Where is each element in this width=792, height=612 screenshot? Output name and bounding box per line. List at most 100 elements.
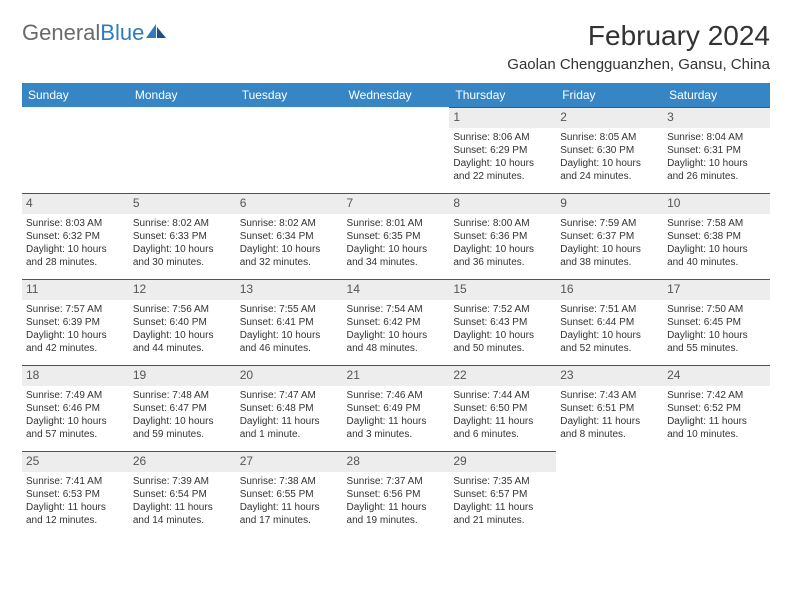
daylight-text: Daylight: 11 hours and 1 minute.	[240, 415, 339, 441]
sunset-text: Sunset: 6:30 PM	[560, 144, 659, 157]
day-number: 16	[556, 279, 663, 300]
sunset-text: Sunset: 6:55 PM	[240, 488, 339, 501]
daylight-text: Daylight: 11 hours and 10 minutes.	[667, 415, 766, 441]
day-number: 18	[22, 365, 129, 386]
day-cell: 23Sunrise: 7:43 AMSunset: 6:51 PMDayligh…	[556, 365, 663, 451]
daylight-text: Daylight: 10 hours and 36 minutes.	[453, 243, 552, 269]
daylight-text: Daylight: 10 hours and 22 minutes.	[453, 157, 552, 183]
day-number: 9	[556, 193, 663, 214]
day-header: Thursday	[449, 83, 556, 107]
sunset-text: Sunset: 6:32 PM	[26, 230, 125, 243]
daylight-text: Daylight: 11 hours and 3 minutes.	[347, 415, 446, 441]
logo-text-blue: Blue	[100, 20, 144, 46]
day-cell: 14Sunrise: 7:54 AMSunset: 6:42 PMDayligh…	[343, 279, 450, 365]
logo: GeneralBlue	[22, 20, 168, 46]
sunrise-text: Sunrise: 7:57 AM	[26, 303, 125, 316]
sunrise-text: Sunrise: 7:42 AM	[667, 389, 766, 402]
sunrise-text: Sunrise: 7:41 AM	[26, 475, 125, 488]
day-header: Monday	[129, 83, 236, 107]
sunset-text: Sunset: 6:54 PM	[133, 488, 232, 501]
daylight-text: Daylight: 11 hours and 17 minutes.	[240, 501, 339, 527]
day-cell: 9Sunrise: 7:59 AMSunset: 6:37 PMDaylight…	[556, 193, 663, 279]
week-row: 4Sunrise: 8:03 AMSunset: 6:32 PMDaylight…	[22, 193, 770, 279]
day-cell: 1Sunrise: 8:06 AMSunset: 6:29 PMDaylight…	[449, 107, 556, 193]
title-block: February 2024 Gaolan Chengguanzhen, Gans…	[507, 20, 770, 73]
daylight-text: Daylight: 10 hours and 55 minutes.	[667, 329, 766, 355]
sunset-text: Sunset: 6:52 PM	[667, 402, 766, 415]
daylight-text: Daylight: 10 hours and 57 minutes.	[26, 415, 125, 441]
day-cell: 11 Sunrise: 7:57 AMSunset: 6:39 PMDayligh…	[22, 279, 129, 365]
day-number: 17	[663, 279, 770, 300]
location-text: Gaolan Chengguanzhen, Gansu, China	[507, 56, 770, 73]
sunrise-text: Sunrise: 8:06 AM	[453, 131, 552, 144]
daylight-text: Daylight: 10 hours and 50 minutes.	[453, 329, 552, 355]
day-cell: 19Sunrise: 7:48 AMSunset: 6:47 PMDayligh…	[129, 365, 236, 451]
day-cell: 17 Sunrise: 7:50 AMSunset: 6:45 PMDayligh…	[663, 279, 770, 365]
daylight-text: Daylight: 11 hours and 19 minutes.	[347, 501, 446, 527]
day-number: 24	[663, 365, 770, 386]
day-cell	[129, 107, 236, 193]
day-cell: 29Sunrise: 7:35 AMSunset: 6:57 PMDayligh…	[449, 451, 556, 537]
day-header: Sunday	[22, 83, 129, 107]
daylight-text: Daylight: 10 hours and 59 minutes.	[133, 415, 232, 441]
sunrise-text: Sunrise: 7:37 AM	[347, 475, 446, 488]
day-number: 28	[343, 451, 450, 472]
sunset-text: Sunset: 6:45 PM	[667, 316, 766, 329]
day-cell: 4Sunrise: 8:03 AMSunset: 6:32 PMDaylight…	[22, 193, 129, 279]
sunrise-text: Sunrise: 7:47 AM	[240, 389, 339, 402]
logo-text-gray: General	[22, 20, 100, 46]
day-number: 13	[236, 279, 343, 300]
sunrise-text: Sunrise: 7:49 AM	[26, 389, 125, 402]
sunrise-text: Sunrise: 7:39 AM	[133, 475, 232, 488]
day-number: 7	[343, 193, 450, 214]
day-cell	[556, 451, 663, 537]
sunset-text: Sunset: 6:47 PM	[133, 402, 232, 415]
day-cell: 21Sunrise: 7:46 AMSunset: 6:49 PMDayligh…	[343, 365, 450, 451]
daylight-text: Daylight: 10 hours and 30 minutes.	[133, 243, 232, 269]
header: GeneralBlue February 2024 Gaolan Chenggu…	[22, 20, 770, 73]
day-cell: 24 Sunrise: 7:42 AMSunset: 6:52 PMDayligh…	[663, 365, 770, 451]
month-title: February 2024	[507, 20, 770, 52]
day-number: 26	[129, 451, 236, 472]
day-cell: 3Sunrise: 8:04 AMSunset: 6:31 PMDaylight…	[663, 107, 770, 193]
day-cell: 26Sunrise: 7:39 AMSunset: 6:54 PMDayligh…	[129, 451, 236, 537]
sunrise-text: Sunrise: 7:46 AM	[347, 389, 446, 402]
day-cell: 7Sunrise: 8:01 AMSunset: 6:35 PMDaylight…	[343, 193, 450, 279]
day-cell: 20 Sunrise: 7:47 AMSunset: 6:48 PMDayligh…	[236, 365, 343, 451]
day-cell: 5Sunrise: 8:02 AMSunset: 6:33 PMDaylight…	[129, 193, 236, 279]
sunrise-text: Sunrise: 7:43 AM	[560, 389, 659, 402]
sunset-text: Sunset: 6:51 PM	[560, 402, 659, 415]
daylight-text: Daylight: 10 hours and 42 minutes.	[26, 329, 125, 355]
daylight-text: Daylight: 10 hours and 26 minutes.	[667, 157, 766, 183]
day-number: 25	[22, 451, 129, 472]
day-cell: 25Sunrise: 7:41 AMSunset: 6:53 PMDayligh…	[22, 451, 129, 537]
daylight-text: Daylight: 11 hours and 21 minutes.	[453, 501, 552, 527]
day-number: 11	[22, 279, 129, 300]
sunset-text: Sunset: 6:48 PM	[240, 402, 339, 415]
day-number: 20	[236, 365, 343, 386]
sunrise-text: Sunrise: 7:50 AM	[667, 303, 766, 316]
sunrise-text: Sunrise: 8:00 AM	[453, 217, 552, 230]
day-cell: 8Sunrise: 8:00 AMSunset: 6:36 PMDaylight…	[449, 193, 556, 279]
daylight-text: Daylight: 10 hours and 34 minutes.	[347, 243, 446, 269]
day-number: 4	[22, 193, 129, 214]
day-cell	[236, 107, 343, 193]
day-number: 12	[129, 279, 236, 300]
day-header: Tuesday	[236, 83, 343, 107]
sunset-text: Sunset: 6:39 PM	[26, 316, 125, 329]
week-row: 25Sunrise: 7:41 AMSunset: 6:53 PMDayligh…	[22, 451, 770, 537]
sunrise-text: Sunrise: 7:54 AM	[347, 303, 446, 316]
day-number: 2	[556, 107, 663, 128]
day-cell: 16Sunrise: 7:51 AMSunset: 6:44 PMDayligh…	[556, 279, 663, 365]
week-row: 11Sunrise: 7:57 AMSunset: 6:39 PMDayligh…	[22, 279, 770, 365]
sunset-text: Sunset: 6:35 PM	[347, 230, 446, 243]
daylight-text: Daylight: 10 hours and 48 minutes.	[347, 329, 446, 355]
day-cell: 22Sunrise: 7:44 AMSunset: 6:50 PMDayligh…	[449, 365, 556, 451]
sunset-text: Sunset: 6:40 PM	[133, 316, 232, 329]
sunrise-text: Sunrise: 7:52 AM	[453, 303, 552, 316]
day-header: Wednesday	[343, 83, 450, 107]
sunrise-text: Sunrise: 7:56 AM	[133, 303, 232, 316]
day-cell: 10Sunrise: 7:58 AMSunset: 6:38 PMDayligh…	[663, 193, 770, 279]
daylight-text: Daylight: 10 hours and 28 minutes.	[26, 243, 125, 269]
sunrise-text: Sunrise: 8:02 AM	[240, 217, 339, 230]
